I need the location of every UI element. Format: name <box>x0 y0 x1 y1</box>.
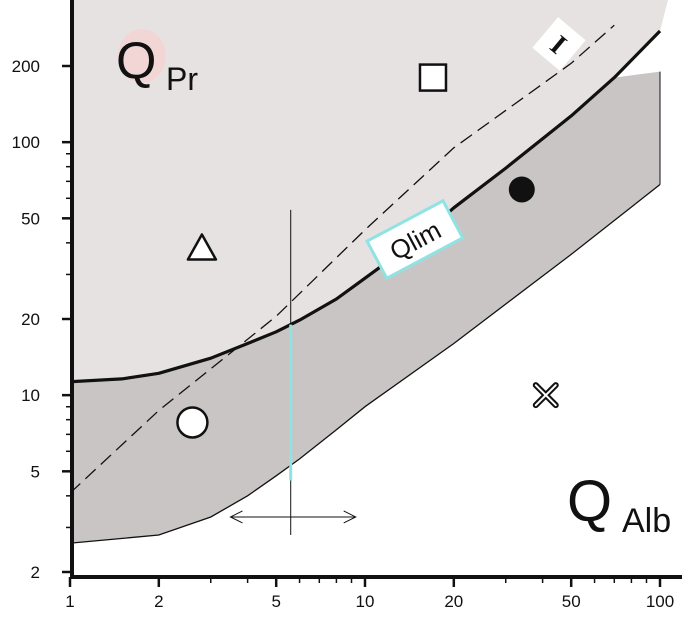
label-qalb: Q <box>567 469 612 534</box>
y-tick-label: 5 <box>31 462 40 481</box>
upper-region <box>72 0 668 382</box>
arrow-head-right <box>343 510 357 524</box>
qlim-curve <box>72 29 662 384</box>
y-tick-label: 20 <box>21 310 40 329</box>
y-tick-label: 50 <box>21 209 40 228</box>
labels-layer: Q Pr Q Alb Qlim I <box>116 17 671 540</box>
square-marker <box>418 63 448 92</box>
y-tick-label: 2 <box>31 563 40 582</box>
x-marker <box>532 382 559 409</box>
q-highlight <box>118 29 166 83</box>
filled-circle-marker <box>508 176 535 203</box>
arrow-head-left <box>229 510 243 524</box>
x-tick-label: 1 <box>65 592 74 611</box>
label-qpr-sub: Pr <box>166 61 198 97</box>
x-tick-label: 50 <box>562 592 581 611</box>
y-tick-label: 100 <box>12 133 40 152</box>
qlim-label-box <box>365 198 465 281</box>
y-tick-label: 10 <box>21 386 40 405</box>
open-circle-marker <box>176 406 209 439</box>
y-tick-label: 200 <box>12 57 40 76</box>
label-qpr: Q <box>116 32 156 90</box>
label-qalb-sub: Alb <box>622 502 671 540</box>
x-tick-label: 100 <box>646 592 674 611</box>
band-lower-boundary <box>72 183 661 544</box>
qlim-label-group: Qlim <box>365 198 465 281</box>
dashed-line-i <box>72 24 615 493</box>
regions-layer <box>72 0 668 544</box>
triangle-marker <box>186 233 218 261</box>
x-tick-label: 10 <box>356 592 375 611</box>
axes-layer: 1 2 5 10 20 50 100 2 5 10 20 50 100 200 <box>12 0 682 611</box>
x-tick-label: 5 <box>271 592 280 611</box>
x-tick-label: 2 <box>154 592 163 611</box>
lines-layer <box>72 24 662 544</box>
i-label-box <box>532 17 586 71</box>
x-tick-label: 20 <box>444 592 463 611</box>
x-marker-inner <box>534 384 557 407</box>
i-label-group: I <box>532 17 586 71</box>
markers-layer <box>176 63 559 439</box>
